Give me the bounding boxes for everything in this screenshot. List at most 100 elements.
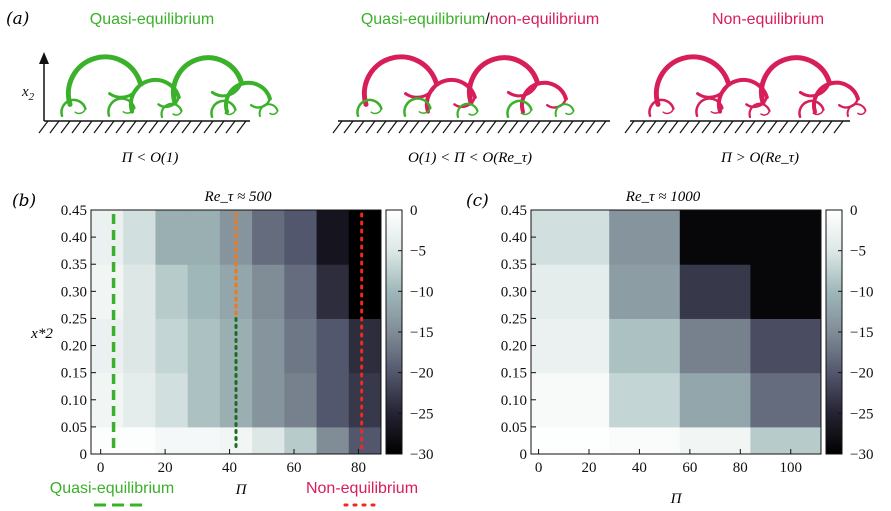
heatmap-cell [316, 372, 350, 428]
y-tick-label: 0 [520, 447, 528, 463]
colorbar-tick-label: −25 [410, 406, 433, 422]
y-tick-label: 0.30 [501, 284, 527, 300]
eddy [403, 97, 432, 117]
y-tick-label: 0.40 [61, 230, 87, 246]
eddy-curl [74, 107, 87, 115]
panel-c: (c) Re_τ ≈ 1000 0 20 40 60 80 100 0 0.05 0.10 0.1… [466, 189, 873, 507]
x-tick-label: 100 [779, 460, 802, 476]
y-tick-label: 0.35 [501, 257, 527, 273]
heatmap-cell [609, 372, 681, 428]
heatmap-cell [155, 426, 189, 455]
eddy-curl [838, 97, 860, 109]
eddy [846, 103, 867, 118]
heatmap-cell [155, 264, 189, 319]
colorbar-tick-label: −15 [410, 325, 433, 341]
heatmap-cell [531, 318, 610, 374]
x-tick-label: 0 [97, 460, 105, 476]
wall-hatch [563, 120, 574, 134]
colorbar-tick-label: −20 [850, 366, 873, 382]
heatmap-cell [750, 264, 822, 319]
wall-hatch [214, 120, 225, 134]
eddy-curl [453, 96, 476, 109]
heatmap-b [91, 210, 382, 455]
eddy-curl [418, 107, 432, 114]
eddy [506, 99, 533, 119]
heatmap-cell [284, 210, 318, 265]
heatmap-cell [284, 264, 318, 319]
wall-hatch [115, 120, 126, 134]
heatmap-cell [187, 210, 221, 265]
heatmap-cell [609, 318, 681, 374]
y-tick-label: 0.45 [501, 203, 527, 219]
wall-hatch [148, 120, 159, 134]
panel-b-ylabel: x*2 [30, 326, 53, 342]
heatmap-cell [750, 426, 822, 455]
eddy [798, 99, 825, 119]
heatmap-cell [91, 210, 124, 265]
heatmap-cell [348, 318, 382, 374]
heatmap-cell [252, 372, 285, 428]
y-tick-label: 0.40 [501, 230, 527, 246]
wall-hatch [159, 120, 170, 134]
x-tick-label: 80 [733, 460, 748, 476]
panel-b-xlabel: Π [235, 482, 248, 498]
wall-hatch [596, 120, 607, 134]
heatmap-cell [91, 426, 124, 455]
wall-hatch [635, 120, 646, 134]
panel-b-title: Re_τ ≈ 500 [204, 189, 272, 205]
wall-hatch [530, 120, 541, 134]
heatmap-cell [155, 372, 189, 428]
heatmap-cell [123, 264, 156, 319]
eddy-curl [662, 107, 675, 115]
y-tick-label: 0.25 [61, 311, 87, 327]
y-tick-label: 0.05 [61, 420, 87, 436]
heatmap-cell [187, 264, 221, 319]
wall-hatch [778, 120, 789, 134]
eddy [65, 54, 143, 107]
wall-hatch [332, 120, 343, 134]
legend: Quasi-equilibrium Non-equilibrium [50, 480, 418, 507]
eddy [456, 102, 479, 119]
wall-hatch [668, 120, 679, 134]
eddy-curl [520, 108, 533, 116]
x-tick-label: 20 [158, 460, 173, 476]
x-tick-label: 40 [632, 460, 647, 476]
eddy [748, 102, 771, 119]
heatmap-cell [252, 426, 285, 455]
heatmap-cell [123, 210, 156, 265]
colorbar-tick-label: −5 [410, 244, 426, 260]
wall-hatch [431, 120, 442, 134]
x-tick-label: 0 [535, 460, 543, 476]
eddy [160, 102, 183, 119]
heatmap-cell [609, 264, 681, 319]
colorbar-tick-label: −30 [410, 447, 433, 463]
wall-hatch [409, 120, 420, 134]
heatmap-cell [91, 318, 124, 374]
wall-hatch [822, 120, 833, 134]
heatmap-cell [123, 426, 156, 455]
eddy [648, 98, 675, 118]
y-tick-label: 0.20 [501, 339, 527, 355]
wall-hatch [657, 120, 668, 134]
wall-hatch [690, 120, 701, 134]
heatmap-cell [284, 372, 318, 428]
wall-hatch [343, 120, 354, 134]
wall-hatch [387, 120, 398, 134]
heatmap-cell [123, 318, 156, 374]
eddy [554, 103, 575, 118]
wall-hatch [49, 120, 60, 134]
eddy-curl [172, 110, 183, 116]
panel-b-label: (b) [12, 191, 36, 211]
eddy [812, 80, 860, 114]
heatmap-cell [348, 210, 382, 265]
regime1-condition: Π < O(1) [121, 150, 179, 166]
y-tick-label: 0.10 [501, 393, 527, 409]
colorbar-tick-label: 0 [410, 203, 418, 219]
eddy-curl [857, 109, 867, 116]
walls [38, 120, 850, 134]
wall-hatch [93, 120, 104, 134]
x-tick-label: 60 [682, 460, 697, 476]
heatmap-cell [155, 318, 189, 374]
heatmap-cell [348, 426, 382, 455]
regime2-title-sep: / [485, 11, 490, 28]
